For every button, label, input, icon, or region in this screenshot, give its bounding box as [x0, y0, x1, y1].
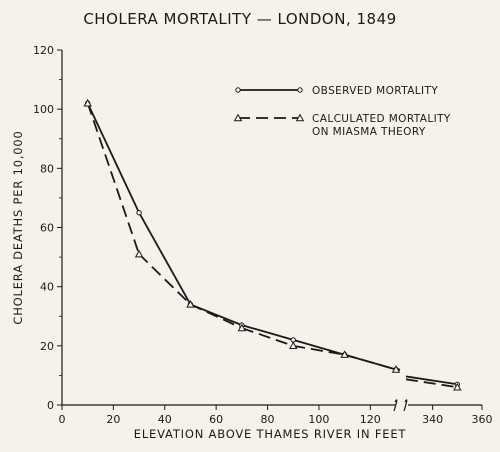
x-tick-label: 80 [261, 413, 275, 426]
y-tick-label: 0 [47, 399, 54, 412]
x-tick-label: 0 [59, 413, 66, 426]
legend-marker-circle [298, 88, 302, 92]
legend-marker-circle [236, 88, 240, 92]
y-axis-label: CHOLERA DEATHS PER 10,000 [11, 130, 25, 324]
data-point-triangle [136, 251, 143, 257]
x-tick-label: 120 [360, 413, 381, 426]
y-tick-label: 20 [40, 340, 54, 353]
data-point-circle [137, 211, 141, 215]
x-tick-label: 340 [422, 413, 443, 426]
x-tick-label: 60 [209, 413, 223, 426]
series-line-segment [345, 355, 396, 370]
y-tick-label: 40 [40, 281, 54, 294]
y-tick-label: 80 [40, 162, 54, 175]
series-line-segment [139, 254, 190, 304]
x-tick-label: 100 [308, 413, 329, 426]
legend-label-calculated-line1: CALCULATED MORTALITY [312, 113, 451, 125]
axis-break-mark [404, 400, 407, 411]
legend: OBSERVED MORTALITY CALCULATED MORTALITYON… [235, 85, 451, 138]
legend-label-observed: OBSERVED MORTALITY [312, 85, 438, 97]
x-tick-label: 40 [158, 413, 172, 426]
y-tick-label: 60 [40, 222, 54, 235]
x-axis-label: ELEVATION ABOVE THAMES RIVER IN FEET [134, 427, 407, 441]
series-line-segment [88, 103, 139, 212]
legend-label-calculated-line2: ON MIASMA THEORY [312, 126, 426, 138]
x-tick-label: 20 [106, 413, 120, 426]
x-tick-label: 360 [472, 413, 493, 426]
series-line-segment [88, 103, 139, 254]
series-line-segment [190, 304, 241, 328]
y-tick-label: 120 [33, 44, 54, 57]
series-line-segment [139, 213, 190, 305]
y-tick-label: 100 [33, 103, 54, 116]
chart-title: CHOLERA MORTALITY — LONDON, 1849 [83, 10, 396, 28]
